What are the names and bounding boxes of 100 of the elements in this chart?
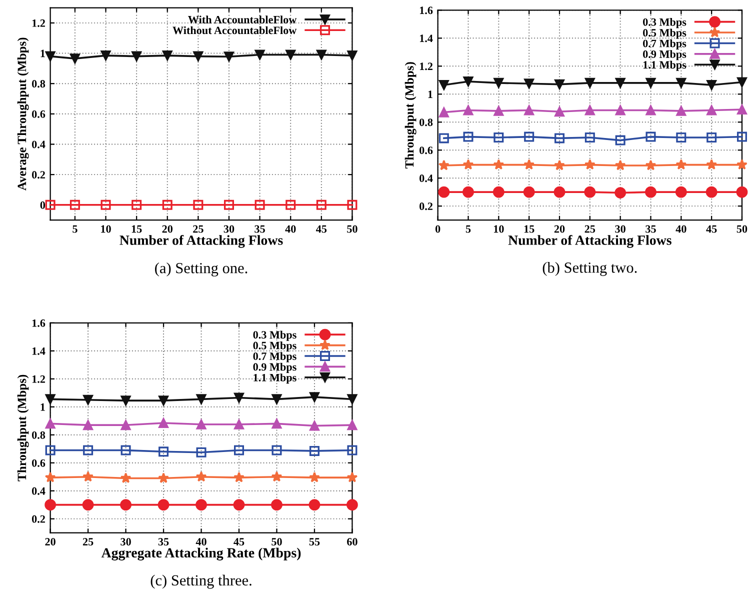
point: [44, 499, 56, 511]
y-tick-label: 1.6: [32, 319, 46, 327]
point: [523, 186, 535, 198]
point: [132, 200, 142, 210]
y-tick-label: 1.4: [32, 347, 46, 355]
point: [162, 200, 172, 210]
point: [196, 394, 206, 404]
x-tick-label: 25: [584, 225, 596, 233]
point: [271, 471, 282, 482]
point: [196, 419, 206, 430]
point: [70, 54, 80, 64]
legend-label: 1.1 Mbps: [643, 60, 686, 71]
point: [676, 106, 686, 116]
point: [438, 80, 449, 90]
point: [494, 132, 504, 143]
x-tick-label: 20: [45, 538, 56, 546]
point: [462, 186, 474, 198]
point: [438, 107, 449, 118]
y-tick-label: 0.4: [32, 487, 46, 495]
point: [706, 132, 717, 143]
point: [309, 446, 320, 456]
point: [271, 499, 282, 511]
x-tick-label: 45: [234, 538, 244, 546]
legend-label: 0.5 Mbps: [643, 28, 686, 39]
point: [162, 50, 172, 61]
point: [676, 159, 687, 170]
point: [554, 79, 564, 90]
y-tick-label: 0.2: [420, 202, 432, 210]
y-tick-label: 1: [428, 90, 432, 98]
point: [158, 472, 169, 484]
legend-label: 0.9 Mbps: [643, 50, 686, 60]
y-tick-label: 0.4: [420, 174, 433, 182]
point: [584, 132, 595, 143]
point: [196, 499, 207, 511]
point: [438, 160, 450, 170]
point: [309, 392, 320, 402]
x-tick-label: 35: [254, 225, 265, 233]
point: [45, 445, 56, 456]
y-axis-title: Throughput (Mbps): [17, 374, 29, 482]
point: [347, 50, 358, 61]
point: [584, 186, 596, 198]
x-tick-label: 25: [193, 225, 204, 233]
point: [234, 392, 244, 403]
x-tick-label: 40: [285, 225, 296, 233]
point: [158, 396, 169, 406]
point: [462, 159, 474, 170]
x-tick-label: 30: [224, 225, 234, 233]
point: [316, 200, 326, 210]
point: [347, 445, 358, 456]
legend-label: 0.7 Mbps: [253, 352, 296, 362]
y-tick-label: 0.4: [32, 140, 46, 148]
x-tick-label: 40: [676, 225, 686, 233]
point: [736, 104, 747, 115]
point: [45, 394, 56, 404]
legend-label: Without AccountableFlow: [172, 26, 297, 34]
x-tick-label: 45: [706, 225, 717, 233]
point: [438, 186, 450, 198]
legend-label: 0.9 Mbps: [253, 362, 296, 373]
point: [120, 499, 132, 511]
point: [494, 78, 504, 88]
point: [494, 106, 504, 116]
y-tick-label: 0.2: [32, 171, 45, 179]
point: [736, 132, 747, 142]
point: [615, 135, 626, 146]
x-tick-label: 10: [101, 225, 111, 233]
point: [254, 200, 265, 210]
x-tick-label: 55: [309, 538, 320, 546]
x-tick-label: 50: [272, 538, 282, 546]
point: [675, 186, 687, 198]
x-tick-label: 30: [120, 538, 131, 546]
y-tick-label: 1.2: [420, 62, 432, 70]
point: [193, 51, 204, 62]
point: [158, 418, 169, 428]
point: [83, 394, 94, 405]
legend-label: 0.7 Mbps: [643, 39, 686, 50]
y-tick-label: 0: [40, 201, 46, 209]
point: [254, 50, 265, 60]
point: [646, 132, 656, 142]
point: [614, 160, 626, 170]
point: [158, 446, 169, 457]
y-tick-label: 0.8: [32, 431, 46, 439]
y-tick-label: 1: [40, 50, 45, 58]
point: [234, 445, 244, 456]
text: (b) Setting two.: [542, 262, 637, 276]
point: [120, 445, 131, 456]
x-tick-label: 15: [524, 225, 534, 233]
point: [316, 50, 326, 60]
point: [120, 420, 131, 430]
point: [645, 160, 656, 170]
point: [584, 159, 596, 170]
point: [524, 78, 534, 89]
x-tick-label: 20: [162, 225, 173, 233]
point: [196, 447, 206, 458]
point: [100, 50, 111, 61]
point: [438, 133, 449, 144]
x-tick-label: 50: [347, 225, 358, 233]
x-tick-label: 40: [196, 538, 206, 546]
point: [234, 419, 244, 430]
point: [615, 105, 626, 116]
point: [83, 445, 94, 456]
